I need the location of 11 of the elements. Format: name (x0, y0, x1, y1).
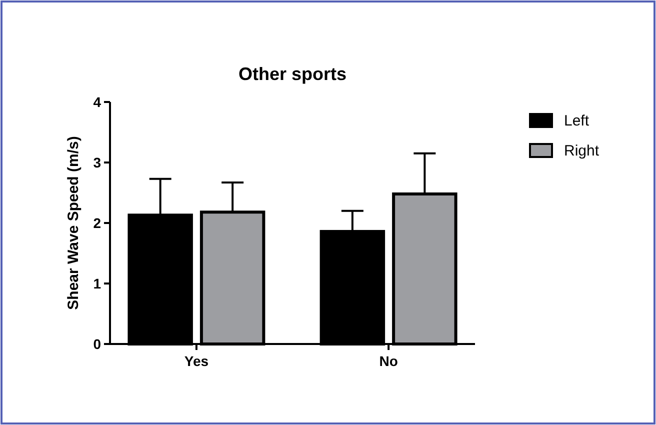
chart-title: Other sports (238, 64, 347, 84)
x-tick-label: Yes (184, 353, 209, 369)
x-tick-label: No (379, 353, 398, 369)
y-tick-label: 0 (93, 336, 102, 352)
y-axis-title: Shear Wave Speed (m/s) (65, 136, 82, 310)
y-tick-label: 3 (93, 154, 102, 170)
y-tick-label: 2 (93, 214, 102, 231)
legend-label: Left (564, 112, 590, 130)
y-tick-label: 4 (93, 94, 102, 110)
legend-label: Right (564, 142, 600, 160)
y-tick-label: 1 (93, 275, 102, 292)
